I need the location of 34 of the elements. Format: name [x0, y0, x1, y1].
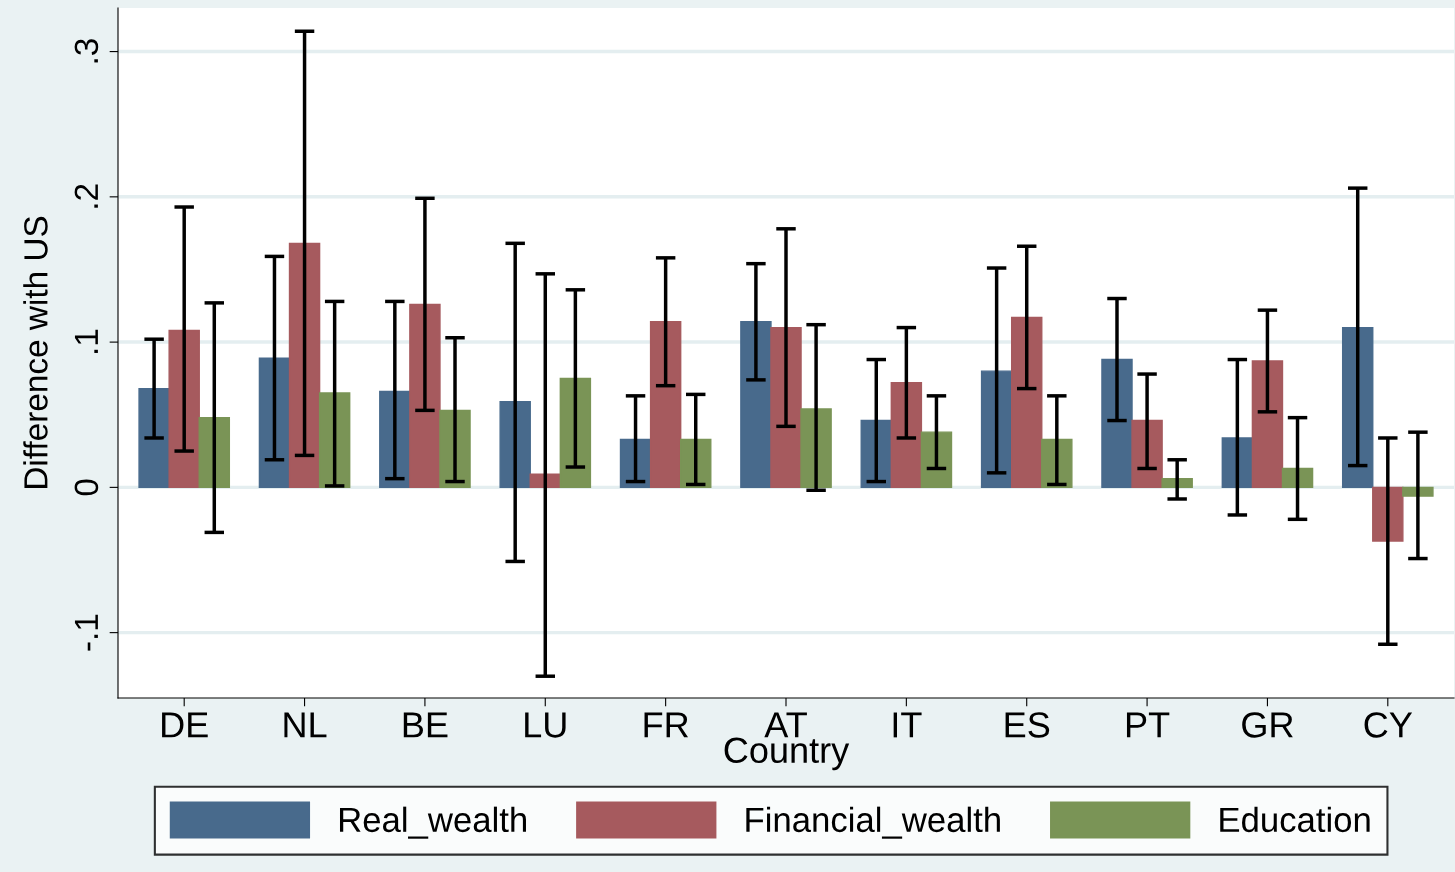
bar	[258, 357, 291, 489]
x-tick-label: DE	[162, 712, 208, 738]
bar	[740, 321, 772, 489]
x-tick-label: NL	[284, 712, 327, 738]
y-tick-label: .3	[74, 39, 99, 63]
legend-label: Financial_wealth	[746, 806, 1000, 839]
y-tick-label: -.1	[74, 614, 98, 651]
x-tick-label: LU	[525, 712, 566, 738]
y-tick-label: 0	[74, 479, 99, 496]
bar	[920, 431, 953, 489]
bar	[1341, 326, 1374, 489]
x-tick-label: CY	[1364, 712, 1413, 738]
x-tick-label: BE	[403, 712, 448, 738]
bar	[138, 387, 170, 489]
y-tick-label: .2	[74, 184, 98, 208]
legend-label: Education	[1220, 806, 1370, 833]
x-tick-label: FR	[644, 712, 689, 738]
y-axis-title: Difference with US	[23, 216, 48, 488]
y-tick-label: .1	[74, 329, 98, 353]
x-tick-label: PT	[1126, 712, 1170, 738]
bar	[288, 242, 321, 489]
x-tick-label: GR	[1242, 712, 1293, 738]
bar	[1251, 360, 1284, 489]
bar	[890, 382, 923, 489]
bar	[649, 321, 682, 489]
bar	[1010, 316, 1043, 489]
x-axis-title: Country	[724, 737, 850, 771]
bar	[409, 303, 441, 489]
bar	[559, 377, 592, 489]
x-tick-label: ES	[1005, 712, 1050, 738]
bar	[1101, 358, 1133, 489]
x-tick-label: AT	[764, 712, 807, 738]
legend-label: Real_wealth	[339, 806, 526, 839]
x-tick-label: IT	[893, 712, 922, 738]
